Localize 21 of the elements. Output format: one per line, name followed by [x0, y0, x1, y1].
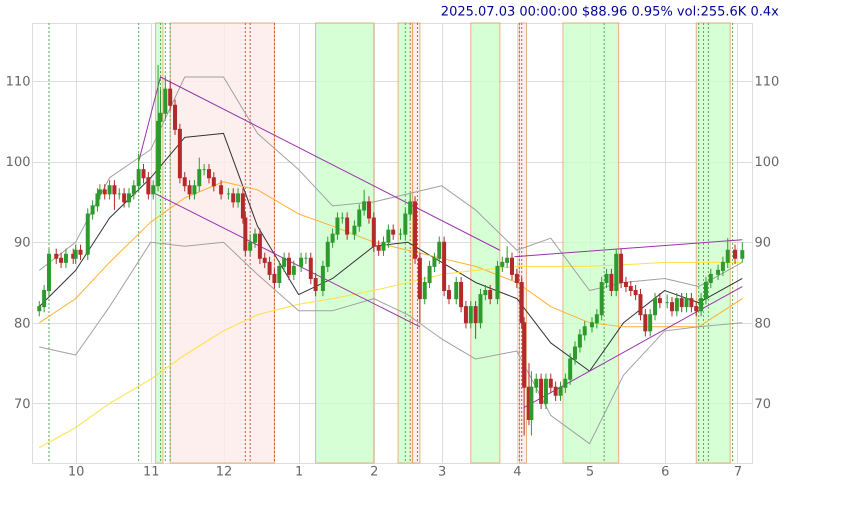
- y-tick-label: 90: [14, 236, 30, 251]
- x-tick-label: 11: [143, 464, 160, 480]
- y-tick-label: 80: [14, 316, 30, 332]
- y2-tick-label: 90: [754, 236, 772, 251]
- chart-title: 2025.07.03 00:00:00 $88.96 0.95% vol:255.6K 0.4x: [440, 4, 780, 20]
- x-tick-label: 6: [661, 464, 670, 480]
- y2-tick-label: 110: [754, 74, 780, 90]
- x-tick-label: 3: [438, 464, 446, 480]
- x-tick-label: 7: [734, 464, 742, 480]
- y-tick-label: 110: [6, 74, 30, 90]
- y2-tick-label: 70: [754, 396, 772, 412]
- y-tick-label: 100: [6, 155, 30, 170]
- x-tick-label: 2: [370, 464, 378, 480]
- x-tick-label: 4: [513, 464, 522, 480]
- y2-tick-label: 100: [754, 155, 780, 170]
- x-tick-label: 10: [68, 464, 84, 480]
- x-tick-label: 1: [295, 464, 304, 480]
- y2-tick-label: 80: [754, 316, 772, 332]
- x-tick-label: 5: [586, 464, 594, 480]
- y-tick-label: 70: [14, 396, 30, 412]
- x-tick-label: 12: [216, 464, 232, 480]
